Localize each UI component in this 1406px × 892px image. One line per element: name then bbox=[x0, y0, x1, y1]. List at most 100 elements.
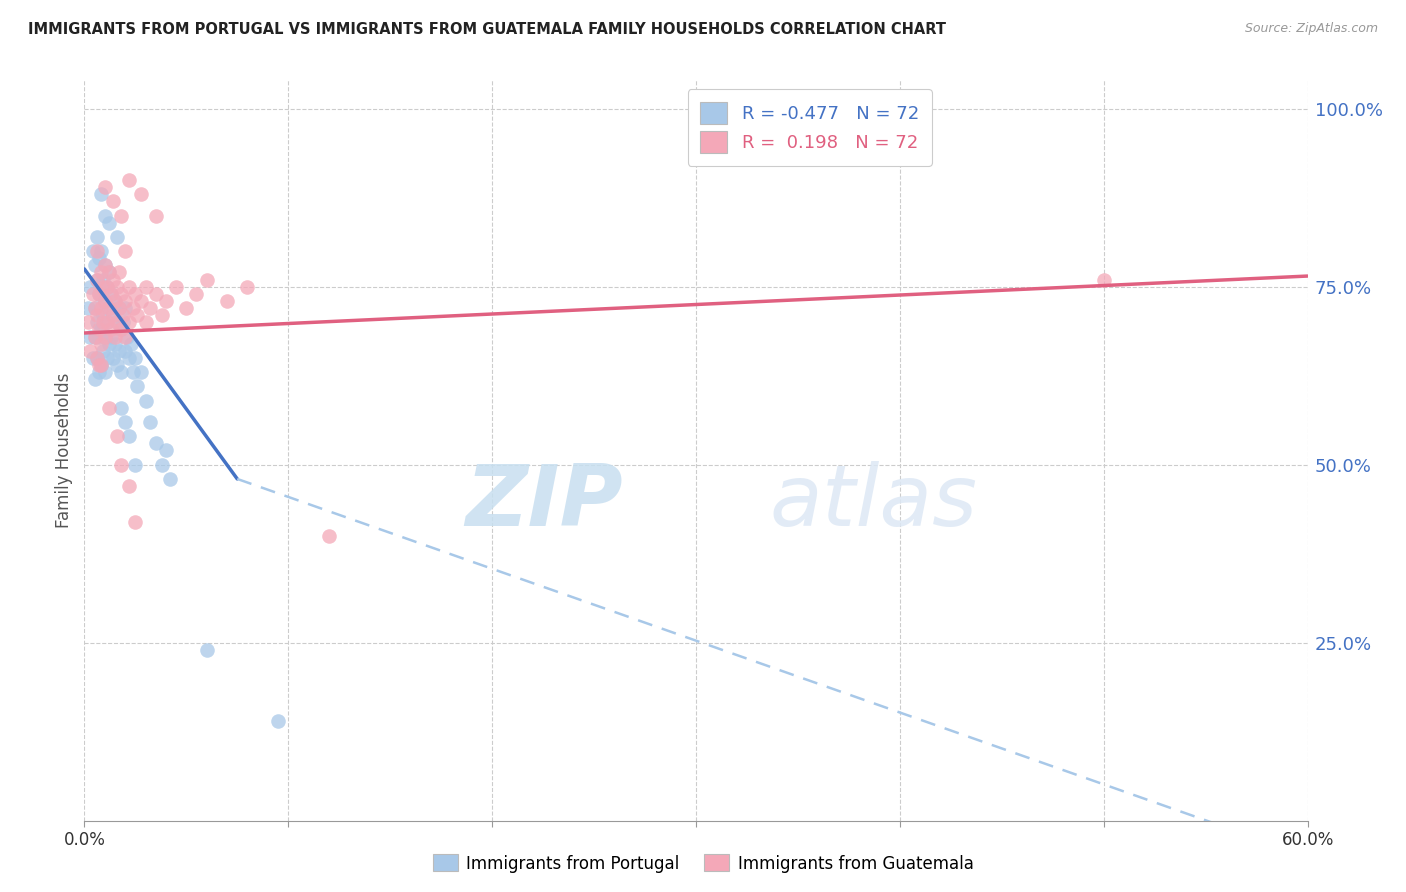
Point bbox=[110, 209, 132, 223]
Point bbox=[118, 429, 141, 443]
Point bbox=[90, 358, 112, 372]
Point bbox=[101, 194, 124, 209]
Point bbox=[83, 259, 105, 273]
Point bbox=[105, 358, 128, 372]
Point bbox=[108, 265, 131, 279]
Text: ZIP: ZIP bbox=[465, 461, 623, 544]
Legend: R = -0.477   N = 72, R =  0.198   N = 72: R = -0.477 N = 72, R = 0.198 N = 72 bbox=[688, 89, 932, 166]
Point bbox=[138, 415, 160, 429]
Point bbox=[83, 329, 105, 343]
Point bbox=[97, 401, 120, 415]
Point bbox=[93, 365, 115, 379]
Point bbox=[86, 351, 108, 365]
Point bbox=[150, 458, 173, 472]
Point bbox=[186, 286, 208, 301]
Text: atlas: atlas bbox=[769, 461, 977, 544]
Point bbox=[97, 301, 120, 315]
Point bbox=[79, 329, 101, 343]
Point bbox=[97, 265, 120, 279]
Point bbox=[155, 293, 177, 308]
Point bbox=[93, 259, 115, 273]
Point bbox=[127, 308, 149, 322]
Point bbox=[105, 429, 128, 443]
Point bbox=[87, 322, 110, 336]
Point bbox=[159, 472, 181, 486]
Point bbox=[87, 329, 110, 343]
Point bbox=[120, 336, 142, 351]
Point bbox=[90, 187, 112, 202]
Point bbox=[104, 336, 127, 351]
Point bbox=[110, 401, 132, 415]
Point bbox=[118, 315, 141, 329]
Point bbox=[131, 365, 153, 379]
Point bbox=[217, 293, 239, 308]
Point bbox=[110, 322, 132, 336]
Point bbox=[118, 279, 141, 293]
Point bbox=[87, 286, 110, 301]
Point bbox=[114, 329, 136, 343]
Point bbox=[93, 293, 115, 308]
Point bbox=[87, 358, 110, 372]
Point bbox=[79, 279, 101, 293]
Point bbox=[91, 343, 114, 358]
Point bbox=[77, 315, 100, 329]
Point bbox=[82, 244, 104, 259]
Point bbox=[96, 279, 118, 293]
Point bbox=[110, 322, 132, 336]
Point bbox=[104, 293, 127, 308]
Point bbox=[145, 286, 167, 301]
Point bbox=[115, 329, 138, 343]
Point bbox=[114, 293, 136, 308]
Point bbox=[96, 315, 118, 329]
Point bbox=[93, 259, 115, 273]
Point bbox=[101, 351, 124, 365]
Point bbox=[86, 315, 108, 329]
Point bbox=[135, 279, 157, 293]
Text: IMMIGRANTS FROM PORTUGAL VS IMMIGRANTS FROM GUATEMALA FAMILY HOUSEHOLDS CORRELAT: IMMIGRANTS FROM PORTUGAL VS IMMIGRANTS F… bbox=[28, 22, 946, 37]
Point bbox=[114, 415, 136, 429]
Point bbox=[108, 301, 131, 315]
Point bbox=[93, 293, 115, 308]
Point bbox=[105, 279, 128, 293]
Point bbox=[96, 279, 118, 293]
Point bbox=[318, 529, 340, 543]
Point bbox=[124, 351, 146, 365]
Y-axis label: Family Households: Family Households bbox=[55, 373, 73, 528]
Point bbox=[93, 180, 115, 194]
Point bbox=[195, 642, 218, 657]
Point bbox=[110, 458, 132, 472]
Point bbox=[93, 329, 115, 343]
Point bbox=[91, 315, 114, 329]
Point bbox=[155, 443, 177, 458]
Point bbox=[100, 286, 122, 301]
Point bbox=[90, 322, 112, 336]
Point bbox=[105, 315, 128, 329]
Point bbox=[83, 372, 105, 386]
Point bbox=[82, 351, 104, 365]
Point bbox=[86, 272, 108, 286]
Point bbox=[124, 286, 146, 301]
Point bbox=[104, 293, 127, 308]
Point bbox=[127, 379, 149, 393]
Point bbox=[83, 301, 105, 315]
Point bbox=[104, 329, 127, 343]
Point bbox=[90, 336, 112, 351]
Point bbox=[122, 365, 145, 379]
Point bbox=[122, 301, 145, 315]
Point bbox=[105, 315, 128, 329]
Point bbox=[118, 479, 141, 493]
Point bbox=[97, 216, 120, 230]
Point bbox=[97, 301, 120, 315]
Point bbox=[91, 308, 114, 322]
Point bbox=[97, 336, 120, 351]
Legend: Immigrants from Portugal, Immigrants from Guatemala: Immigrants from Portugal, Immigrants fro… bbox=[426, 847, 980, 880]
Text: Source: ZipAtlas.com: Source: ZipAtlas.com bbox=[1244, 22, 1378, 36]
Point bbox=[118, 351, 141, 365]
Point bbox=[165, 279, 187, 293]
Point bbox=[86, 230, 108, 244]
Point bbox=[101, 308, 124, 322]
Point bbox=[112, 315, 135, 329]
Point bbox=[112, 308, 135, 322]
Point bbox=[101, 308, 124, 322]
Point bbox=[82, 286, 104, 301]
